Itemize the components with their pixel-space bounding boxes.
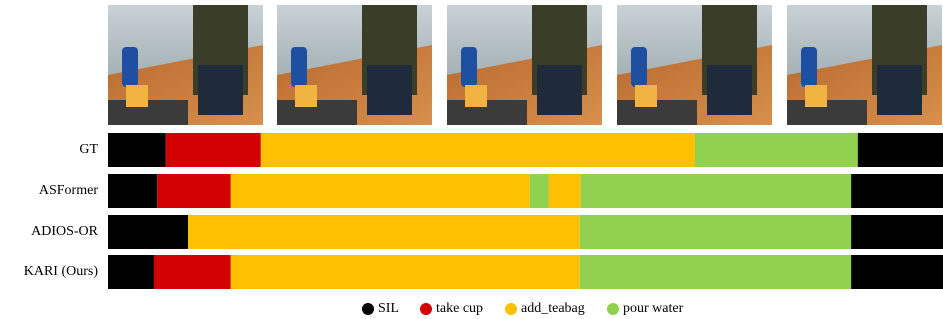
figure: GT ASFormer ADIOS-OR KARI (Ours) SIL take cup…	[0, 0, 943, 319]
segment	[231, 255, 580, 289]
legend-swatch	[420, 303, 432, 315]
frame-2	[277, 5, 432, 125]
segment	[580, 255, 851, 289]
segment	[108, 255, 154, 289]
segment	[108, 133, 166, 167]
frame-5	[787, 5, 942, 125]
segment	[261, 133, 695, 167]
segment	[166, 133, 261, 167]
legend-label: pour water	[623, 301, 684, 316]
segment	[549, 174, 581, 208]
row-label: GT	[79, 142, 98, 157]
frame-1	[108, 5, 263, 125]
segment	[188, 215, 580, 249]
segment	[851, 174, 943, 208]
segment	[851, 215, 943, 249]
frame-3	[447, 5, 602, 125]
segment	[530, 174, 549, 208]
segment	[154, 255, 231, 289]
segment	[157, 174, 230, 208]
legend-swatch	[362, 303, 374, 315]
segment	[581, 174, 852, 208]
row-label: KARI (Ours)	[24, 264, 99, 279]
segment	[108, 174, 157, 208]
video-frames	[108, 5, 942, 125]
frame-4	[617, 5, 772, 125]
segment	[695, 133, 858, 167]
legend-swatch	[505, 303, 517, 315]
legend-label: add_teabag	[521, 301, 585, 316]
segment	[580, 215, 851, 249]
legend-swatch	[607, 303, 619, 315]
segment	[858, 133, 943, 167]
row-label: ADIOS-OR	[31, 224, 99, 239]
segment	[231, 174, 530, 208]
row-label: ASFormer	[39, 183, 98, 198]
segment	[851, 255, 943, 289]
legend-label: take cup	[436, 301, 483, 316]
legend-label: SIL	[378, 301, 399, 316]
segment	[108, 215, 188, 249]
